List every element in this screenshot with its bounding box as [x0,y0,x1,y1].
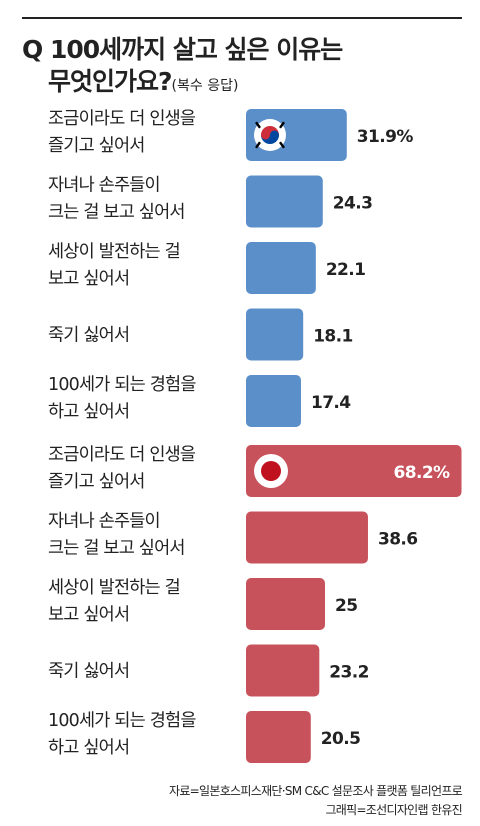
value-label: 31.9% [357,127,414,147]
category-label: 세상이 발전하는 걸 [48,578,180,598]
chart-title-main: 무엇인가요? [48,67,173,96]
value-label: 23.2 [329,663,369,683]
korea-flag-trigram [255,121,261,129]
category-label: 즐기고 싶어서 [48,136,145,156]
bar [246,711,311,763]
bar [246,175,323,228]
category-label: 조금이라도 더 인생을 [48,109,196,129]
bar [246,242,316,294]
bar [246,511,368,564]
category-label: 100세가 되는 경험을 [48,375,196,395]
source-note: 자료=일본호스피스재단·SM C&C 설문조사 플랫폼 틸리언프로 그래픽=조선… [169,782,463,820]
value-label: 22.1 [326,260,366,280]
chart-title-line1: Q 100세까지 살고 싶은 이유는 [22,35,343,64]
category-label: 크는 걸 보고 싶어서 [48,539,185,559]
category-label: 크는 걸 보고 싶어서 [48,203,185,223]
japan-flag-sun [261,461,281,481]
category-label: 죽기 싫어서 [48,326,129,346]
bar [246,375,301,427]
value-label: 20.5 [321,729,361,749]
category-label: 조금이라도 더 인생을 [48,445,196,465]
bar [246,308,304,361]
chart-subtitle: (복수 응답) [171,78,239,94]
value-label: 17.4 [311,393,351,413]
korea-flag-swirl-red [261,130,270,140]
category-label: 세상이 발전하는 걸 [48,242,180,262]
bar [246,445,462,497]
bar [246,644,320,697]
chart-title-line2: 무엇인가요?(복수 응답) [48,62,238,98]
value-label: 38.6 [378,530,418,550]
korea-flag-trigram [279,141,285,149]
category-label: 자녀나 손주들이 [48,512,160,532]
credit-line: 그래픽=조선디자인랩 한유진 [325,803,462,817]
category-label: 보고 싶어서 [48,269,129,289]
bar [246,578,325,630]
korea-flag-trigram [255,141,261,149]
category-label: 하고 싶어서 [48,402,129,422]
korea-flag-swirl-blue [270,130,279,140]
category-label: 보고 싶어서 [48,605,129,625]
category-label: 하고 싶어서 [48,738,129,758]
value-label: 24.3 [333,194,373,214]
value-label: 68.2% [394,463,451,483]
category-label: 죽기 싫어서 [48,662,129,682]
top-rule [22,17,462,19]
category-label: 즐기고 싶어서 [48,472,145,492]
value-label: 25 [335,596,357,616]
category-label: 자녀나 손주들이 [48,176,160,196]
korea-flag-trigram [279,121,285,129]
value-label: 18.1 [313,327,353,347]
source-line: 자료=일본호스피스재단·SM C&C 설문조사 플랫폼 틸리언프로 [169,784,463,798]
category-label: 100세가 되는 경험을 [48,711,196,731]
